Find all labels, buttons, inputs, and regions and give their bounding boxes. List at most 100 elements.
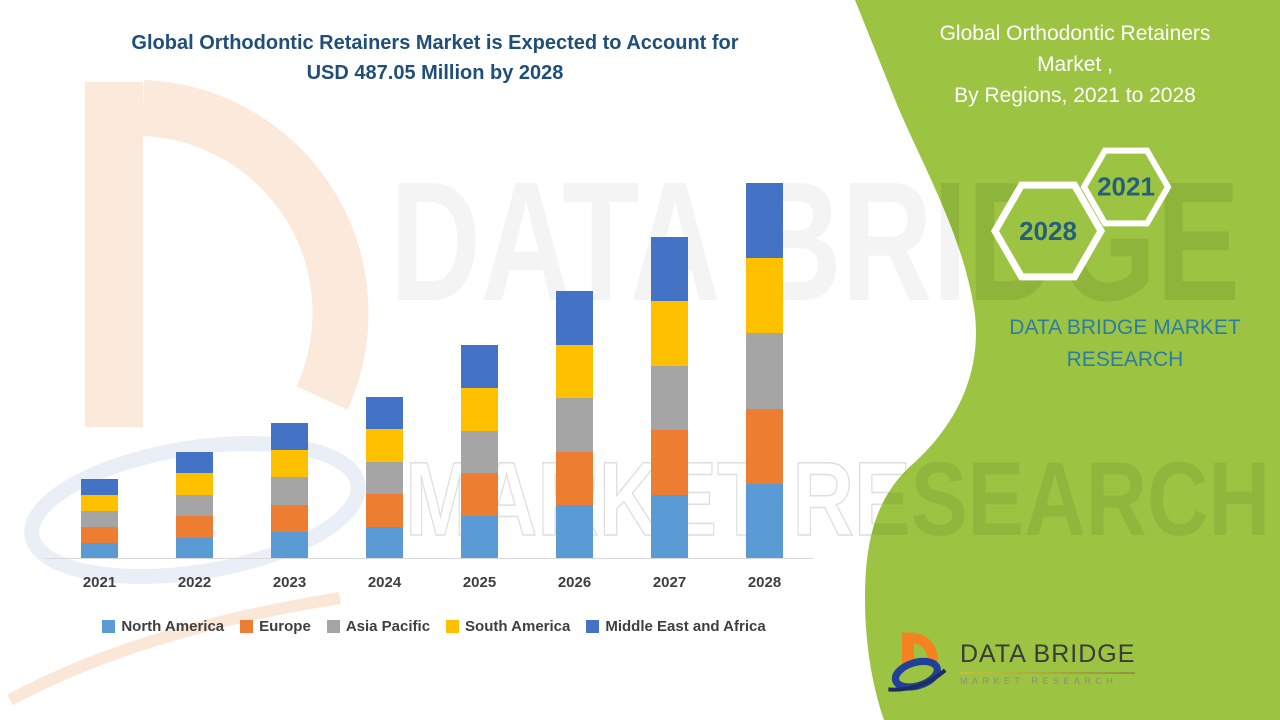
bar-segment-2021 <box>81 511 118 527</box>
bar-segment-2026 <box>556 451 593 506</box>
x-tick-label: 2023 <box>272 574 307 591</box>
bar-segment-2027 <box>651 494 688 559</box>
bar-segment-2028 <box>746 183 783 259</box>
x-tick-label: 2027 <box>652 574 687 591</box>
hexagon-2028-badge <box>990 181 1106 281</box>
brand-text-line2: RESEARCH <box>1066 348 1184 371</box>
panel-heading-line2: Market , <box>1037 53 1113 76</box>
hexagon-2021-label: 2021 <box>1097 172 1155 202</box>
legend-item: Europe <box>240 618 311 635</box>
legend-swatch <box>326 620 340 633</box>
bar-segment-2026 <box>556 291 593 345</box>
bar-segment-2021 <box>81 479 118 495</box>
panel-heading: Global Orthodontic Retainers Market , By… <box>905 18 1245 111</box>
logo-name: DATA BRIDGE <box>960 640 1136 668</box>
bar-2021 <box>81 479 118 559</box>
panel-heading-line3: By Regions, 2021 to 2028 <box>954 84 1196 107</box>
hexagon-2021-badge <box>1080 147 1172 227</box>
logo-watermark <box>7 80 369 706</box>
chart-title: Global Orthodontic Retainers Market is E… <box>30 28 840 88</box>
bar-2028 <box>746 183 783 559</box>
legend-item: Middle East and Africa <box>586 618 766 635</box>
logo-rule <box>960 672 1136 674</box>
brand-text-line1: DATA BRIDGE MARKET <box>1009 316 1241 339</box>
bar-segment-2025 <box>461 516 498 559</box>
bar-segment-2028 <box>746 408 783 484</box>
bar-2022 <box>176 452 213 559</box>
x-axis-line <box>45 558 813 559</box>
bar-2023 <box>271 423 308 559</box>
bar-segment-2026 <box>556 344 593 399</box>
watermark-marketresearch-green: MARKET RESEARCH <box>405 441 1270 558</box>
legend: North America Europe Asia Pacific South Ame… <box>8 618 860 635</box>
logo-subtitle: MARKET RESEARCH <box>960 676 1118 686</box>
bar-segment-2023 <box>271 477 308 505</box>
x-tick-label: 2025 <box>462 574 497 591</box>
company-logo: DATA BRIDGE MARKET RESEARCH <box>886 630 1136 696</box>
legend-item: Asia Pacific <box>326 618 431 635</box>
x-axis-labels: 2021 2022 2023 2024 2025 2026 2027 2028 <box>52 574 812 591</box>
legend-swatch <box>102 620 116 633</box>
legend-swatch <box>586 620 600 633</box>
x-tick-label: 2026 <box>557 574 592 591</box>
bar-segment-2027 <box>651 430 688 495</box>
bar-segment-2027 <box>651 237 688 302</box>
legend-label: Asia Pacific <box>345 618 431 635</box>
x-tick-label: 2024 <box>367 574 402 591</box>
bar-segment-2023 <box>271 531 308 559</box>
green-panel <box>855 0 1280 720</box>
legend-swatch <box>446 620 460 633</box>
bar-2026 <box>556 291 593 559</box>
bar-segment-2022 <box>176 473 213 495</box>
bar-segment-2024 <box>366 526 403 559</box>
databridge-b-icon <box>888 632 947 692</box>
bar-segment-2027 <box>651 301 688 366</box>
hexagon-2028-label: 2028 <box>1019 216 1077 246</box>
chart-title-line1: Global Orthodontic Retainers Market is E… <box>131 32 739 54</box>
plot-area <box>52 183 812 559</box>
legend-label: Europe <box>259 618 311 635</box>
logo-text: DATA BRIDGE MARKET RESEARCH <box>960 640 1136 686</box>
bar-segment-2024 <box>366 494 403 527</box>
bar-segment-2022 <box>176 452 213 474</box>
bar-segment-2024 <box>366 397 403 430</box>
bar-segment-2023 <box>271 423 308 451</box>
legend-item: North America <box>102 618 224 635</box>
bar-2027 <box>651 237 688 559</box>
bar-segment-2024 <box>366 461 403 495</box>
chart-title-line2: USD 487.05 Million by 2028 <box>306 62 564 84</box>
x-tick-label: 2028 <box>747 574 782 591</box>
bar-segment-2022 <box>176 494 213 517</box>
bar-segment-2025 <box>461 473 498 517</box>
hexagon-badges: 2021 2028 <box>990 147 1172 281</box>
legend-swatch <box>240 620 254 633</box>
bar-segment-2027 <box>651 365 688 431</box>
panel-heading-line1: Global Orthodontic Retainers <box>939 22 1211 45</box>
legend-label: Middle East and Africa <box>605 618 766 635</box>
bar-segment-2021 <box>81 495 118 511</box>
bar-segment-2025 <box>461 430 498 474</box>
bar-segment-2025 <box>461 387 498 431</box>
bar-segment-2021 <box>81 543 118 559</box>
bar-segment-2028 <box>746 483 783 559</box>
legend-label: North America <box>121 618 225 635</box>
bar-segment-2023 <box>271 504 308 532</box>
bar-segment-2023 <box>271 450 308 478</box>
bar-segment-2021 <box>81 527 118 543</box>
x-tick-label: 2021 <box>82 574 117 591</box>
bar-segment-2028 <box>746 333 783 409</box>
bar-segment-2025 <box>461 345 498 388</box>
legend-label: South America <box>465 618 571 635</box>
bar-2025 <box>461 345 498 559</box>
bar-segment-2022 <box>176 537 213 559</box>
bar-segment-2022 <box>176 516 213 538</box>
legend-item: South America <box>446 618 570 635</box>
bar-segment-2024 <box>366 429 403 462</box>
bar-2024 <box>366 397 403 559</box>
bar-segment-2028 <box>746 258 783 334</box>
brand-text: DATA BRIDGE MARKET RESEARCH <box>955 312 1280 376</box>
bar-segment-2026 <box>556 398 593 452</box>
bar-segment-2026 <box>556 505 593 559</box>
